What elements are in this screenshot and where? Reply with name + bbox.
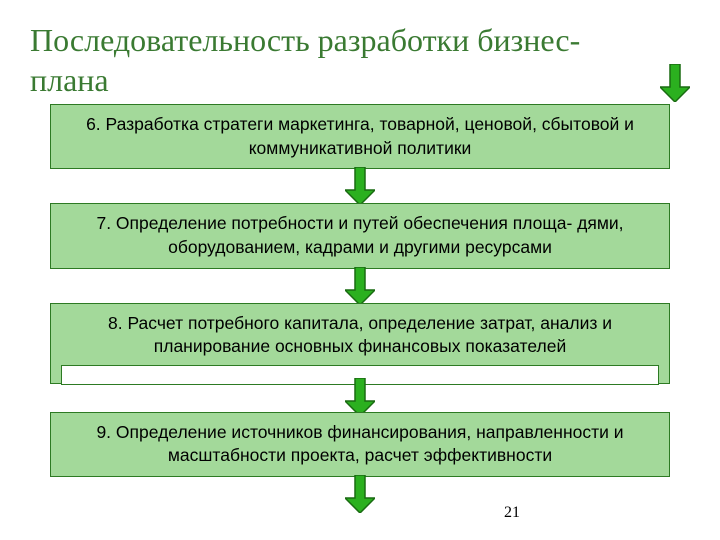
down-arrow-icon	[345, 378, 375, 416]
down-arrow-icon	[345, 267, 375, 305]
title-row: Последовательность разработки бизнес-пла…	[30, 20, 690, 104]
down-arrow-icon	[345, 475, 375, 513]
slide: Последовательность разработки бизнес-пла…	[0, 0, 720, 540]
step-text: 6. Разработка стратеги маркетинга, товар…	[63, 113, 657, 160]
step-box: 7. Определение потребности и путей обесп…	[50, 203, 670, 268]
flowchart: 6. Разработка стратеги маркетинга, товар…	[30, 104, 690, 511]
page-number: 21	[504, 504, 520, 522]
step-text: 7. Определение потребности и путей обесп…	[63, 212, 657, 259]
step-box: 9. Определение источников финансирования…	[50, 412, 670, 477]
down-arrow-icon	[345, 167, 375, 205]
down-arrow-icon	[660, 64, 690, 102]
step-box: 6. Разработка стратеги маркетинга, товар…	[50, 104, 670, 169]
step-text: 8. Расчет потребного капитала, определен…	[63, 312, 657, 359]
step-box: 8. Расчет потребного капитала, определен…	[50, 303, 670, 384]
step-text: 9. Определение источников финансирования…	[63, 421, 657, 468]
page-title: Последовательность разработки бизнес-пла…	[30, 20, 642, 100]
